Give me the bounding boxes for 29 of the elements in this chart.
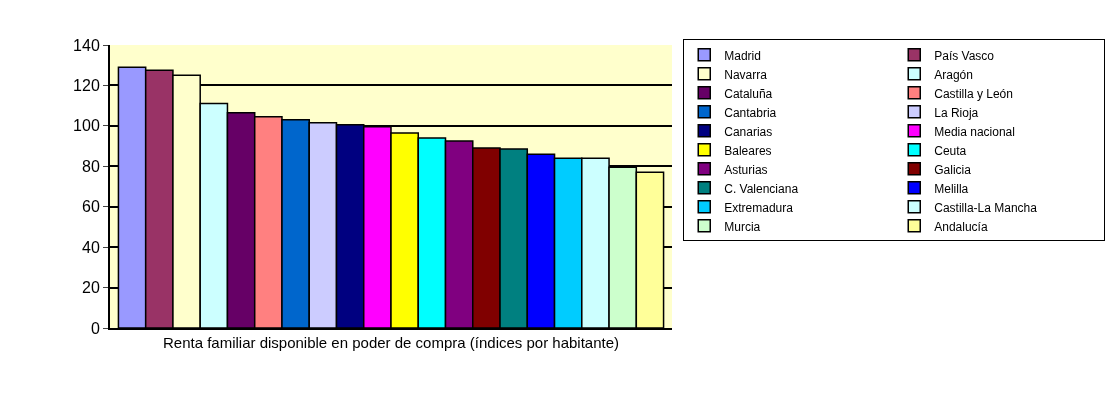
- legend-label: Murcia: [724, 219, 761, 234]
- legend-label: Canarias: [724, 124, 773, 139]
- legend-label: C. Valenciana: [724, 181, 799, 196]
- y-tick-label: 120: [73, 77, 100, 95]
- legend-label: País Vasco: [934, 48, 995, 63]
- y-tick-label: 80: [82, 157, 100, 175]
- legend-label: La Rioja: [934, 105, 979, 120]
- legend-label: Ceuta: [934, 143, 967, 158]
- legend-label: Galicia: [934, 162, 972, 177]
- legend-label: Aragón: [934, 67, 973, 82]
- legend-label: Madrid: [724, 48, 761, 63]
- legend-label: Cantabria: [724, 105, 777, 120]
- legend-label: Cataluña: [724, 86, 773, 101]
- y-tick-label: 60: [82, 198, 100, 216]
- y-tick-label: 140: [73, 36, 100, 54]
- legend-label: Media nacional: [934, 124, 1015, 139]
- legend-label: Baleares: [724, 143, 772, 158]
- legend-label: Melilla: [934, 181, 969, 196]
- x-tick-label: Renta familiar disponible en poder de compra (índices por habitante): [162, 334, 620, 351]
- y-tick-label: 40: [82, 238, 100, 256]
- y-tick-label: 100: [73, 117, 100, 135]
- legend-label: Castilla y León: [934, 86, 1013, 101]
- legend-label: Andalucía: [934, 219, 988, 234]
- legend-label: Asturias: [724, 162, 768, 177]
- y-tick-label: 20: [82, 279, 100, 297]
- legend-label: Navarra: [724, 67, 768, 82]
- legend-label: Extremadura: [724, 200, 794, 215]
- legend-label: Castilla-La Mancha: [934, 200, 1038, 215]
- y-tick-label: 0: [90, 319, 100, 337]
